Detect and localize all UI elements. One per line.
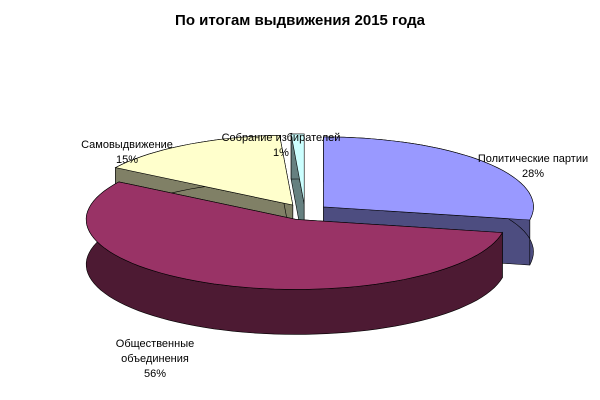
value-label: 28% bbox=[521, 168, 545, 180]
value-label: 1% bbox=[273, 147, 289, 159]
data-label: Общественные объединения 56% bbox=[100, 337, 210, 382]
category-label: Собрание избирателей bbox=[221, 132, 341, 144]
chart-title: По итогам выдвижения 2015 года bbox=[175, 12, 425, 29]
category-label: Самовыдвижение bbox=[81, 139, 173, 151]
slice bbox=[290, 133, 305, 205]
slice bbox=[114, 134, 294, 206]
category-label: Общественные объединения bbox=[115, 338, 195, 365]
data-label: Собрание избирателей 1% bbox=[216, 131, 346, 161]
slice bbox=[85, 181, 503, 290]
category-label: Политические партии bbox=[477, 153, 589, 165]
slice bbox=[323, 136, 534, 221]
value-label: 56% bbox=[143, 368, 167, 380]
data-label: Самовыдвижение 15% bbox=[62, 138, 192, 168]
value-label: 15% bbox=[115, 154, 139, 166]
data-label: Политические партии 28% bbox=[468, 152, 598, 182]
